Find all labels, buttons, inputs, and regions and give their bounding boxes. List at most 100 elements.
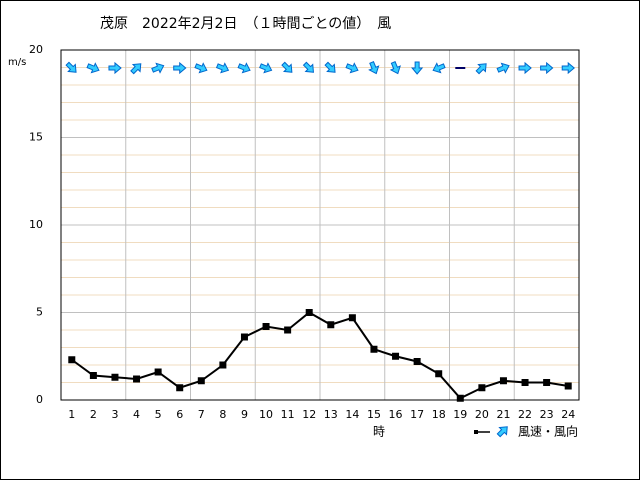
x-axis-label: 時: [373, 425, 385, 439]
x-tick-label: 5: [155, 408, 162, 421]
x-tick-label: 10: [259, 408, 273, 421]
x-tick-label: 12: [302, 408, 316, 421]
arrow-shape: [130, 63, 142, 75]
arrow-shape: [518, 61, 532, 75]
arrow-shape: [411, 61, 424, 75]
x-tick-label: 20: [475, 408, 489, 421]
wind-arrow: [411, 61, 424, 75]
y-tick-label: 20: [29, 43, 43, 56]
arrow-shape: [86, 62, 100, 74]
series-line: [71, 311, 569, 400]
x-tick-label: 21: [496, 408, 510, 421]
arrow-shape: [561, 61, 575, 75]
point: [456, 394, 464, 402]
x-tick-label: 16: [389, 408, 403, 421]
arrow-shape: [389, 61, 401, 75]
point: [68, 356, 76, 364]
arrow-shape: [496, 62, 510, 74]
wind-arrow: [65, 61, 77, 73]
legend-marker: [474, 430, 478, 434]
legend: 風速・風向: [474, 424, 578, 439]
point: [176, 384, 184, 392]
x-tick-label: 4: [133, 408, 140, 421]
arrow-shape: [475, 63, 487, 75]
wind-arrow: [561, 61, 575, 75]
arrow-shape: [324, 61, 336, 73]
point: [499, 377, 507, 385]
point: [478, 384, 486, 392]
arrow-shape: [173, 61, 187, 75]
x-tick-label: 22: [518, 408, 532, 421]
wind-arrow: [496, 62, 510, 74]
point: [154, 368, 162, 376]
x-tick-label: 2: [90, 408, 97, 421]
wind-arrow: [194, 62, 208, 74]
wind-arrow: [302, 61, 315, 73]
wind-arrow: [475, 63, 487, 75]
x-tick-label: 18: [432, 408, 446, 421]
point: [240, 333, 248, 341]
arrow-shape: [432, 62, 446, 74]
x-tick-label: 17: [410, 408, 424, 421]
wind-arrow: [151, 62, 165, 74]
wind-arrow: [130, 63, 142, 75]
point: [435, 370, 443, 378]
wind-arrow: [259, 62, 273, 74]
wind-arrow: [368, 61, 380, 75]
x-tick-label: 15: [367, 408, 381, 421]
point: [262, 323, 270, 330]
point: [521, 379, 529, 386]
point: [564, 382, 572, 390]
point: [305, 309, 313, 316]
x-tick-label: 6: [176, 408, 183, 421]
point: [392, 352, 400, 360]
x-tick-label: 1: [68, 408, 75, 421]
wind-arrow: [237, 62, 251, 74]
x-tick-label: 8: [219, 408, 226, 421]
x-tick-label: 13: [324, 408, 338, 421]
arrow-shape: [368, 61, 380, 75]
x-tick-label: 23: [540, 408, 554, 421]
y-tick-label: 5: [36, 306, 43, 319]
point: [111, 373, 119, 381]
arrow-shape: [237, 62, 251, 74]
arrow-shape: [259, 62, 273, 74]
arrow-shape: [215, 62, 230, 74]
y-tick-label: 10: [29, 218, 43, 231]
plot-border: [60, 49, 580, 401]
x-tick-label: 11: [281, 408, 295, 421]
wind-arrow: [518, 61, 532, 75]
arrow-shape: [540, 61, 554, 75]
x-tick-label: 14: [345, 408, 359, 421]
arrow-shape: [151, 62, 165, 74]
arrow-shape: [65, 61, 77, 73]
wind-arrow: [540, 61, 554, 75]
x-tick-label: 3: [111, 408, 118, 421]
legend-label: 風速・風向: [518, 424, 578, 439]
x-tick-label: 19: [453, 408, 467, 421]
point: [543, 379, 551, 386]
arrow-shape: [108, 61, 122, 75]
point: [284, 326, 292, 334]
wind-arrow: [345, 62, 359, 74]
point: [370, 345, 378, 353]
wind-arrow: [432, 62, 446, 74]
y-tick-label: 15: [29, 131, 43, 144]
chart-title: 茂原 2022年2月2日 （１時間ごとの値） 風: [100, 15, 391, 32]
arrow-shape: [345, 62, 359, 74]
y-axis-label: m/s: [8, 57, 26, 68]
point: [133, 375, 141, 383]
arrow-shape: [281, 61, 293, 73]
point: [219, 361, 227, 369]
point: [413, 358, 421, 365]
x-tick-label: 7: [198, 408, 205, 421]
wind-arrow: [215, 62, 230, 74]
arrow-shape: [302, 61, 315, 73]
arrow-shape: [194, 62, 208, 74]
x-tick-label: 24: [561, 408, 575, 421]
legend-arrow: [496, 426, 508, 438]
wind-arrow: [281, 61, 293, 73]
point: [327, 321, 335, 329]
wind-arrow: [324, 61, 336, 73]
